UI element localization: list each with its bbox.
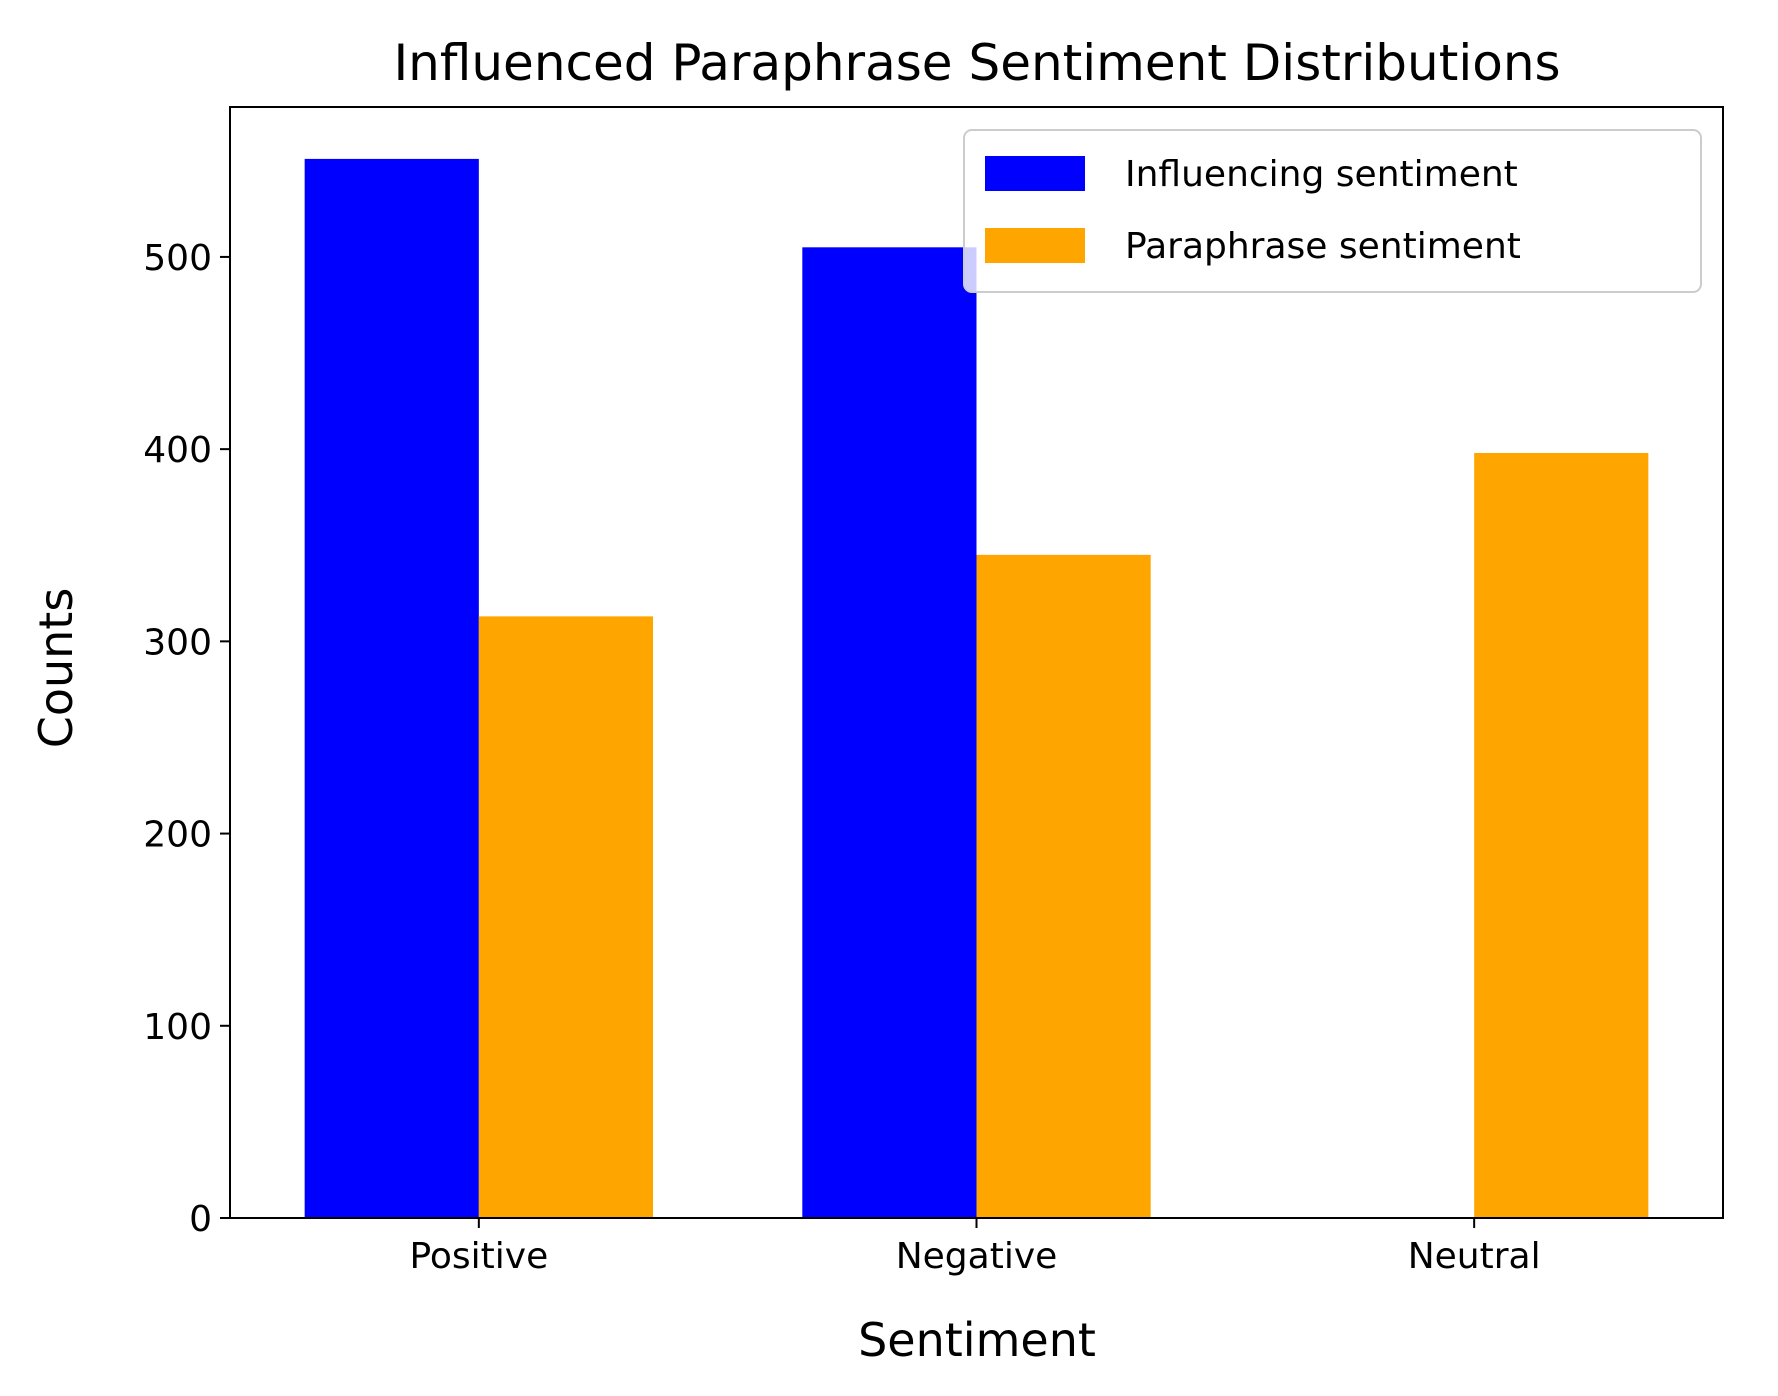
plot-frame [229, 106, 1724, 1219]
y-tick-label-2: 200 [143, 815, 212, 856]
x-axis-ticks: Positive Negative Neutral [409, 1218, 1541, 1277]
legend-swatch-1 [985, 228, 1085, 263]
y-axis-ticks: 0 100 200 300 400 500 [143, 238, 230, 1240]
y-tick-label-3: 300 [143, 622, 212, 663]
bars-layer [304, 158, 1649, 1219]
bar-1-0 [478, 616, 654, 1218]
x-tick-label-0: Positive [409, 1236, 548, 1277]
legend-swatch-0 [985, 156, 1085, 191]
chart-title: Influenced Paraphrase Sentiment Distribu… [393, 34, 1560, 92]
y-tick-label-4: 400 [143, 430, 212, 471]
bar-1-1 [976, 554, 1151, 1218]
bar-0-1 [802, 247, 977, 1219]
x-tick-label-1: Negative [896, 1236, 1058, 1277]
legend-box [963, 129, 1702, 293]
y-tick-label-5: 500 [143, 238, 212, 279]
legend: Influencing sentiment Paraphrase sentimen… [963, 129, 1702, 293]
y-tick-label-0: 0 [189, 1199, 212, 1240]
bar-1-2 [1474, 452, 1649, 1218]
legend-label-0: Influencing sentiment [1125, 154, 1518, 195]
bar-0-0 [304, 158, 479, 1218]
y-tick-label-1: 100 [143, 1007, 212, 1048]
y-axis-label: Counts [29, 588, 83, 749]
legend-label-1: Paraphrase sentiment [1125, 226, 1521, 267]
x-tick-label-2: Neutral [1408, 1236, 1541, 1277]
x-axis-label: Sentiment [858, 1313, 1096, 1367]
